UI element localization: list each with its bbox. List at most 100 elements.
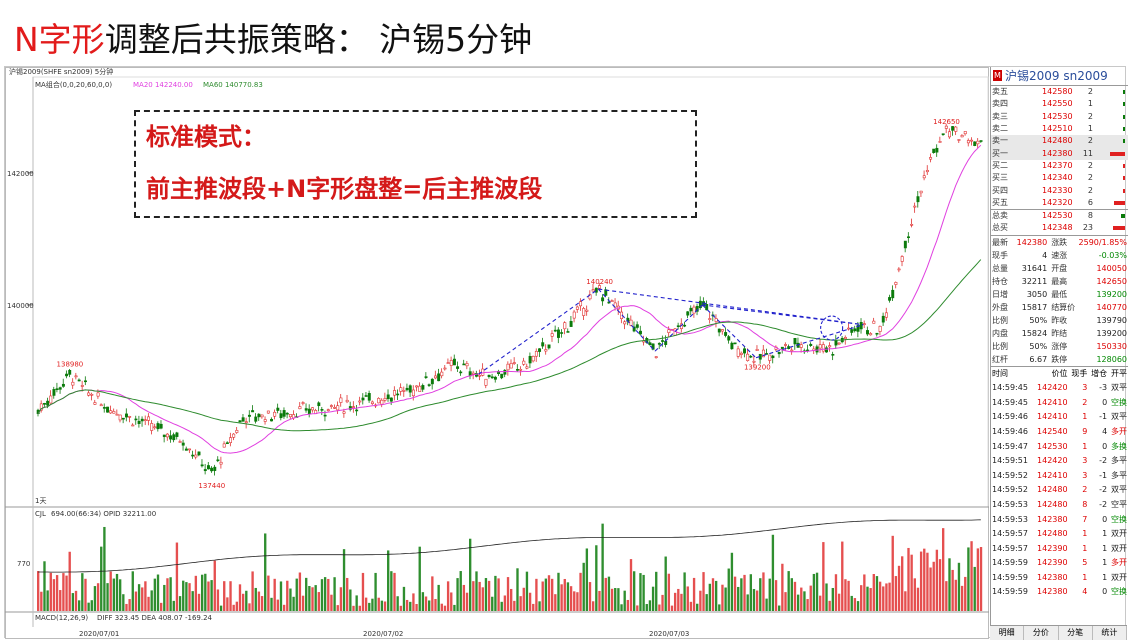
order-totals: 总卖 142530 8 总买 142348 23: [991, 208, 1128, 235]
candle-body: [52, 389, 56, 396]
volume-bar: [311, 587, 314, 611]
volume-bar: [582, 562, 585, 611]
candle-body: [689, 307, 693, 312]
volume-bar: [850, 595, 853, 611]
tick-price: 142480: [1037, 529, 1068, 539]
volume-bar: [96, 583, 100, 611]
volume-bar: [623, 590, 626, 611]
candle-body: [80, 385, 84, 387]
volume-bar: [576, 592, 579, 611]
orderbook-row[interactable]: 买四 142330 2: [991, 184, 1128, 196]
orderbook-row[interactable]: 卖一 142480 2: [991, 135, 1128, 148]
candle-body: [411, 389, 415, 397]
quote-row: 现手 4 速涨 -0.03%: [991, 249, 1128, 262]
candle-body: [345, 399, 349, 403]
volume-bar: [806, 599, 809, 611]
volume-bar: [538, 601, 541, 611]
tick-price: 142410: [1037, 470, 1068, 480]
candle-body: [733, 342, 737, 345]
tab-stats[interactable]: 统计: [1093, 626, 1127, 640]
candle-body: [843, 337, 847, 340]
tick-volume: 9: [1082, 426, 1088, 436]
candle-body: [746, 353, 750, 361]
volume-bar: [822, 542, 825, 611]
candle-body: [140, 418, 144, 422]
volume-bar: [358, 605, 361, 611]
tick-type: 空换: [1111, 397, 1127, 407]
tick-row[interactable]: 14:59:52 142480 2 -2 双平: [991, 483, 1128, 498]
orderbook-row[interactable]: 买五 142320 6: [991, 197, 1128, 209]
volume-bar: [730, 552, 734, 611]
candle-body: [730, 342, 734, 350]
tick-row[interactable]: 14:59:59 142380 4 0 空换: [991, 585, 1128, 600]
tick-row[interactable]: 14:59:53 142480 8 -2 空平: [991, 498, 1128, 513]
orderbook-row[interactable]: 卖五 142580 2: [991, 86, 1128, 98]
tick-row[interactable]: 14:59:57 142390 1 1 双开: [991, 542, 1128, 557]
tick-type: 多平: [1111, 456, 1127, 466]
volume-bar: [743, 574, 746, 611]
quote-value-2: -0.03%: [1098, 250, 1127, 260]
volume-bar: [945, 581, 948, 611]
tick-row[interactable]: 14:59:45 142410 2 0 空换: [991, 396, 1128, 411]
volume-bar: [976, 548, 980, 611]
tick-oi-change: 0: [1102, 514, 1108, 524]
candle-body: [118, 414, 122, 421]
candle-body: [370, 401, 374, 404]
candle-body: [929, 157, 933, 160]
tick-header-time: 时间: [992, 368, 1008, 378]
orderbook-bar-cell: [1094, 184, 1128, 196]
tick-row[interactable]: 14:59:47 142530 1 0 多换: [991, 440, 1128, 455]
tick-row[interactable]: 14:59:46 142540 9 4 多开: [991, 425, 1128, 440]
orderbook-row[interactable]: 买一 142380 11: [991, 147, 1128, 160]
tick-row[interactable]: 14:59:59 142390 5 1 多开: [991, 556, 1128, 571]
quote-key-1: 比例: [992, 341, 1008, 351]
volume-bar: [55, 575, 59, 611]
candle-body: [194, 454, 198, 458]
tick-table[interactable]: 时间 价位 现手 增仓 开平 14:59:45 142420 3 -3 双平 14:59:…: [991, 365, 1128, 601]
tick-row[interactable]: 14:59:51 142420 3 -2 多平: [991, 454, 1128, 469]
tab-tick[interactable]: 分笔: [1059, 626, 1093, 640]
volume-bar: [207, 581, 210, 611]
volume-bar: [62, 573, 65, 611]
volume-bar: [973, 566, 976, 611]
tab-price[interactable]: 分价: [1024, 626, 1059, 640]
quote-row: 持仓 32211 最高 142650: [991, 275, 1128, 288]
volume-bar: [689, 601, 693, 611]
candle-body: [925, 170, 929, 173]
orderbook-row[interactable]: 卖二 142510 1: [991, 123, 1128, 135]
tick-price: 142410: [1037, 397, 1068, 407]
totals-label: 总买: [992, 223, 1008, 233]
tick-volume: 4: [1082, 587, 1088, 597]
tab-detail[interactable]: 明细: [990, 626, 1025, 640]
quote-value-1: 15824: [1021, 328, 1048, 338]
price-annotation: 138980: [57, 360, 84, 368]
tick-row[interactable]: 14:59:52 142410 3 -1 多平: [991, 469, 1128, 484]
totals-volume: 8: [1087, 211, 1093, 221]
candle-body: [336, 405, 340, 411]
candle-body: [585, 309, 589, 312]
volume-bar: [683, 572, 686, 611]
tick-row[interactable]: 14:59:53 142380 7 0 空换: [991, 513, 1128, 528]
quote-row: 红杆 6.67 跌停 128060: [991, 353, 1128, 366]
volume-bar: [175, 542, 179, 611]
candle-body: [966, 140, 970, 144]
orderbook-row[interactable]: 买三 142340 2: [991, 172, 1128, 184]
candle-body: [232, 433, 236, 438]
tick-row[interactable]: 14:59:45 142420 3 -3 双平: [991, 381, 1128, 396]
volume-bar: [702, 572, 705, 611]
candle-body: [121, 417, 125, 420]
volume-bar: [46, 590, 49, 611]
candle-body: [623, 321, 627, 325]
volume-bar: [314, 585, 317, 611]
tick-row[interactable]: 14:59:57 142480 1 1 双开: [991, 527, 1128, 542]
candle-body: [213, 466, 217, 471]
tick-row[interactable]: 14:59:46 142410 1 -1 双平: [991, 410, 1128, 425]
quote-value-1: 50%: [1029, 341, 1048, 351]
orderbook-row[interactable]: 卖三 142530 2: [991, 111, 1128, 123]
tick-row[interactable]: 14:59:59 142380 1 1 双开: [991, 571, 1128, 586]
candle-body: [106, 406, 110, 413]
orderbook-row[interactable]: 卖四 142550 1: [991, 98, 1128, 110]
orderbook-row[interactable]: 买二 142370 2: [991, 160, 1128, 172]
candle-body: [364, 395, 368, 397]
tick-oi-change: -2: [1099, 499, 1108, 509]
